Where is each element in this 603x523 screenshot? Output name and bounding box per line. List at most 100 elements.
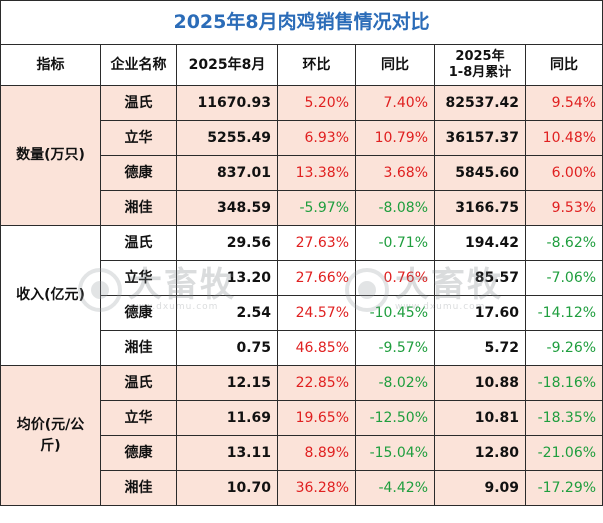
month-value-cell: 29.56 bbox=[176, 225, 278, 261]
indicator-cell: 收入(亿元) bbox=[0, 225, 101, 366]
table-row: 立华 5255.49 6.93% 10.79% 36157.37 10.48% bbox=[1, 120, 603, 156]
cumulative-value-cell: 194.42 bbox=[434, 225, 526, 261]
month-value-cell: 13.20 bbox=[176, 260, 278, 296]
cumulative-yoy-cell: -17.29% bbox=[524, 470, 603, 506]
yoy-cell: -4.42% bbox=[355, 470, 435, 506]
header-month: 2025年8月 bbox=[176, 44, 278, 86]
cumulative-value-cell: 9.09 bbox=[434, 470, 526, 506]
sales-comparison-table: 2025年8月肉鸡销售情况对比 指标 企业名称 2025年8月 环比 同比 20… bbox=[0, 0, 603, 506]
header-mom: 环比 bbox=[277, 44, 356, 86]
cumulative-yoy-cell: -9.26% bbox=[524, 330, 603, 366]
table-row: 数量(万只) 温氏 11670.93 5.20% 7.40% 82537.42 9.54% bbox=[0, 85, 603, 226]
cumulative-value-cell: 17.60 bbox=[434, 295, 526, 331]
cumulative-yoy-cell: 9.54% bbox=[524, 85, 603, 121]
company-cell: 温氏 bbox=[100, 225, 177, 261]
cumulative-yoy-cell: -8.62% bbox=[524, 225, 603, 261]
mom-cell: 13.38% bbox=[277, 155, 356, 191]
cumulative-value-cell: 5.72 bbox=[434, 330, 526, 366]
yoy-cell: -0.71% bbox=[355, 225, 435, 261]
mom-cell: 5.20% bbox=[277, 85, 356, 121]
header-cumulative-line2: 1-8月累计 bbox=[448, 65, 512, 80]
yoy-cell: 0.76% bbox=[355, 260, 435, 296]
yoy-cell: 10.79% bbox=[355, 120, 435, 156]
header-yoy: 同比 bbox=[355, 44, 435, 86]
table-row: 立华 13.20 27.66% 0.76% 85.57 -7.06% bbox=[1, 260, 603, 296]
company-cell: 德康 bbox=[100, 435, 177, 471]
mom-cell: 22.85% bbox=[277, 365, 356, 401]
yoy-cell: -8.02% bbox=[355, 365, 435, 401]
mom-cell: 6.93% bbox=[277, 120, 356, 156]
yoy-cell: -9.57% bbox=[355, 330, 435, 366]
cumulative-value-cell: 12.80 bbox=[434, 435, 526, 471]
month-value-cell: 837.01 bbox=[176, 155, 278, 191]
header-indicator: 指标 bbox=[0, 44, 101, 86]
yoy-cell: 3.68% bbox=[355, 155, 435, 191]
mom-cell: 8.89% bbox=[277, 435, 356, 471]
indicator-cell: 数量(万只) bbox=[0, 85, 101, 226]
table-row: 湘佳 0.75 46.85% -9.57% 5.72 -9.26% bbox=[1, 330, 603, 366]
indicator-cell: 均价(元/公斤) bbox=[0, 365, 101, 506]
company-cell: 温氏 bbox=[100, 365, 177, 401]
cumulative-value-cell: 85.57 bbox=[434, 260, 526, 296]
month-value-cell: 0.75 bbox=[176, 330, 278, 366]
cumulative-yoy-cell: -18.16% bbox=[524, 365, 603, 401]
table-body: 2025年8月肉鸡销售情况对比 指标 企业名称 2025年8月 环比 同比 20… bbox=[0, 0, 603, 506]
header-cumulative-line1: 2025年 bbox=[455, 49, 505, 65]
month-value-cell: 348.59 bbox=[176, 190, 278, 226]
month-value-cell: 2.54 bbox=[176, 295, 278, 331]
table-row: 湘佳 348.59 -5.97% -8.08% 3166.75 9.53% bbox=[1, 190, 603, 226]
cumulative-yoy-cell: 10.48% bbox=[524, 120, 603, 156]
yoy-cell: -12.50% bbox=[355, 400, 435, 436]
month-value-cell: 10.70 bbox=[176, 470, 278, 506]
company-cell: 温氏 bbox=[100, 85, 177, 121]
cumulative-yoy-cell: -7.06% bbox=[524, 260, 603, 296]
company-cell: 德康 bbox=[100, 155, 177, 191]
cumulative-value-cell: 36157.37 bbox=[434, 120, 526, 156]
yoy-cell: 7.40% bbox=[355, 85, 435, 121]
mom-cell: 27.66% bbox=[277, 260, 356, 296]
mom-cell: 46.85% bbox=[277, 330, 356, 366]
month-value-cell: 11670.93 bbox=[176, 85, 278, 121]
cumulative-yoy-cell: -21.06% bbox=[524, 435, 603, 471]
cumulative-value-cell: 3166.75 bbox=[434, 190, 526, 226]
mom-cell: 36.28% bbox=[277, 470, 356, 506]
header-company: 企业名称 bbox=[100, 44, 177, 86]
title-row: 2025年8月肉鸡销售情况对比 bbox=[0, 0, 603, 45]
mom-cell: 19.65% bbox=[277, 400, 356, 436]
yoy-cell: -15.04% bbox=[355, 435, 435, 471]
yoy-cell: -10.45% bbox=[355, 295, 435, 331]
table-row: 立华 11.69 19.65% -12.50% 10.81 -18.35% bbox=[1, 400, 603, 436]
month-value-cell: 12.15 bbox=[176, 365, 278, 401]
cumulative-value-cell: 10.81 bbox=[434, 400, 526, 436]
month-value-cell: 11.69 bbox=[176, 400, 278, 436]
header-row: 指标 企业名称 2025年8月 环比 同比 2025年 1-8月累计 同比 bbox=[0, 44, 603, 86]
table-row: 均价(元/公斤) 温氏 12.15 22.85% -8.02% 10.88 -18.16% bbox=[0, 365, 603, 506]
table-title: 2025年8月肉鸡销售情况对比 bbox=[0, 0, 603, 45]
cumulative-yoy-cell: 6.00% bbox=[524, 155, 603, 191]
table-row: 湘佳 10.70 36.28% -4.42% 9.09 -17.29% bbox=[1, 470, 603, 506]
cumulative-yoy-cell: -18.35% bbox=[524, 400, 603, 436]
company-cell: 立华 bbox=[100, 260, 177, 296]
header-cumulative: 2025年 1-8月累计 bbox=[434, 44, 526, 86]
table-row: 收入(亿元) 温氏 29.56 27.63% -0.71% 194.42 -8.62% bbox=[0, 225, 603, 366]
mom-cell: -5.97% bbox=[277, 190, 356, 226]
company-cell: 立华 bbox=[100, 120, 177, 156]
company-cell: 湘佳 bbox=[100, 470, 177, 506]
mom-cell: 24.57% bbox=[277, 295, 356, 331]
company-cell: 立华 bbox=[100, 400, 177, 436]
cumulative-value-cell: 82537.42 bbox=[434, 85, 526, 121]
company-cell: 德康 bbox=[100, 295, 177, 331]
table-row: 德康 837.01 13.38% 3.68% 5845.60 6.00% bbox=[1, 155, 603, 191]
month-value-cell: 13.11 bbox=[176, 435, 278, 471]
company-cell: 湘佳 bbox=[100, 330, 177, 366]
month-value-cell: 5255.49 bbox=[176, 120, 278, 156]
cumulative-yoy-cell: -14.12% bbox=[524, 295, 603, 331]
table-row: 德康 2.54 24.57% -10.45% 17.60 -14.12% bbox=[1, 295, 603, 331]
cumulative-yoy-cell: 9.53% bbox=[524, 190, 603, 226]
header-cumulative-yoy: 同比 bbox=[524, 44, 603, 86]
company-cell: 湘佳 bbox=[100, 190, 177, 226]
cumulative-value-cell: 5845.60 bbox=[434, 155, 526, 191]
yoy-cell: -8.08% bbox=[355, 190, 435, 226]
mom-cell: 27.63% bbox=[277, 225, 356, 261]
